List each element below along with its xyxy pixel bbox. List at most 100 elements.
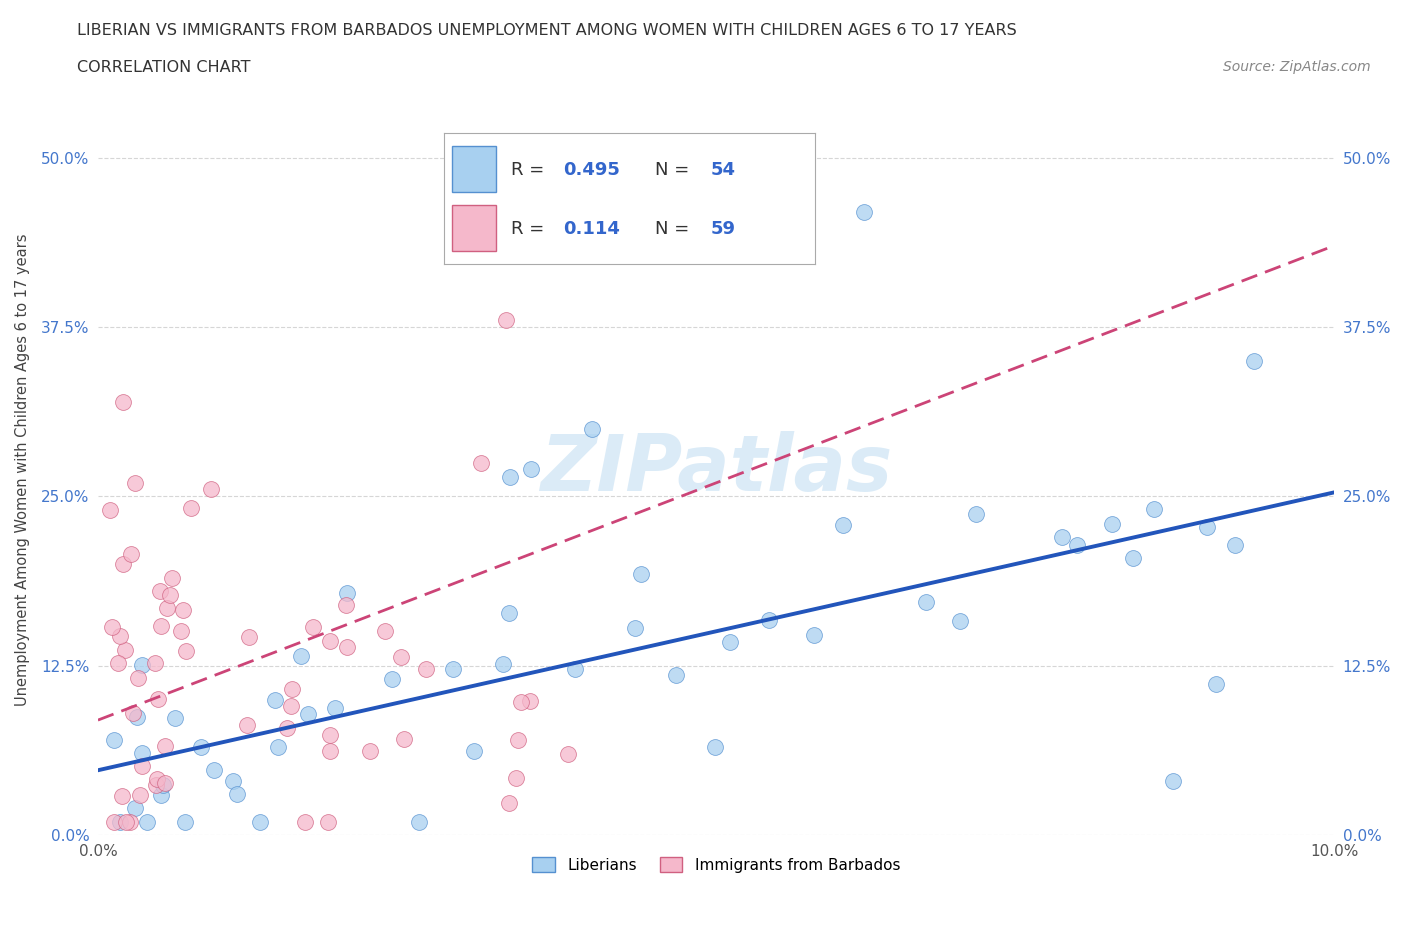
- Point: [1163, 774, 1185, 789]
- Point: [128, 788, 150, 803]
- Point: [111, 789, 134, 804]
- Point: [392, 732, 415, 747]
- Point: [174, 644, 197, 658]
- Point: [294, 815, 316, 830]
- Point: [408, 815, 430, 830]
- Point: [1066, 538, 1088, 552]
- Point: [664, 668, 686, 683]
- Point: [831, 518, 853, 533]
- Point: [703, 740, 725, 755]
- Point: [915, 594, 938, 609]
- Point: [319, 633, 342, 648]
- Point: [276, 720, 298, 735]
- Point: [121, 706, 143, 721]
- Point: [297, 706, 319, 721]
- Point: [1143, 502, 1166, 517]
- Point: [492, 658, 515, 672]
- Point: [281, 682, 304, 697]
- Point: [131, 758, 153, 773]
- Point: [124, 475, 146, 490]
- Point: [238, 630, 260, 644]
- Point: [359, 744, 381, 759]
- Point: [557, 747, 579, 762]
- Point: [290, 649, 312, 664]
- Point: [127, 710, 149, 724]
- Point: [236, 717, 259, 732]
- Point: [152, 777, 174, 792]
- Point: [149, 584, 172, 599]
- Point: [803, 628, 825, 643]
- Point: [519, 462, 541, 477]
- Point: [1223, 538, 1246, 552]
- Point: [170, 624, 193, 639]
- Point: [499, 470, 522, 485]
- Point: [335, 598, 357, 613]
- Point: [159, 588, 181, 603]
- Point: [153, 738, 176, 753]
- Legend: Liberians, Immigrants from Barbados: Liberians, Immigrants from Barbados: [526, 851, 907, 879]
- Point: [111, 557, 134, 572]
- Point: [172, 603, 194, 618]
- Point: [280, 698, 302, 713]
- Point: [148, 692, 170, 707]
- Point: [1243, 353, 1265, 368]
- Point: [1050, 530, 1073, 545]
- Point: [165, 711, 187, 725]
- Point: [319, 743, 342, 758]
- Point: [1101, 516, 1123, 531]
- Point: [1205, 676, 1227, 691]
- Point: [949, 613, 972, 628]
- Point: [145, 777, 167, 792]
- Point: [381, 671, 404, 686]
- Point: [124, 801, 146, 816]
- Point: [103, 815, 125, 830]
- Point: [319, 727, 342, 742]
- Point: [441, 661, 464, 676]
- Point: [131, 746, 153, 761]
- Point: [118, 815, 141, 830]
- Point: [1122, 551, 1144, 565]
- Point: [470, 455, 492, 470]
- Point: [98, 502, 121, 517]
- Point: [505, 770, 527, 785]
- Point: [110, 815, 132, 830]
- Point: [145, 772, 167, 787]
- Point: [374, 623, 396, 638]
- Point: [630, 566, 652, 581]
- Point: [249, 815, 271, 830]
- Point: [508, 733, 530, 748]
- Point: [498, 605, 520, 620]
- Point: [415, 661, 437, 676]
- Point: [336, 640, 359, 655]
- Point: [108, 629, 131, 644]
- Point: [323, 701, 346, 716]
- Point: [510, 695, 533, 710]
- Text: Source: ZipAtlas.com: Source: ZipAtlas.com: [1223, 60, 1371, 74]
- Point: [498, 796, 520, 811]
- Point: [336, 585, 359, 600]
- Point: [120, 547, 142, 562]
- Point: [200, 481, 222, 496]
- Point: [100, 619, 122, 634]
- Point: [853, 205, 876, 219]
- Point: [143, 656, 166, 671]
- Point: [301, 619, 323, 634]
- Point: [718, 634, 741, 649]
- Point: [267, 739, 290, 754]
- Point: [131, 658, 153, 672]
- Point: [965, 507, 987, 522]
- Point: [226, 787, 249, 802]
- Point: [1197, 520, 1219, 535]
- Point: [149, 787, 172, 802]
- Point: [174, 815, 197, 830]
- Point: [160, 570, 183, 585]
- Point: [202, 763, 225, 777]
- Point: [111, 394, 134, 409]
- Point: [115, 815, 138, 830]
- Point: [318, 815, 340, 830]
- Point: [107, 656, 129, 671]
- Point: [150, 618, 173, 633]
- Point: [758, 613, 780, 628]
- Point: [519, 693, 541, 708]
- Y-axis label: Unemployment Among Women with Children Ages 6 to 17 years: Unemployment Among Women with Children A…: [15, 233, 30, 706]
